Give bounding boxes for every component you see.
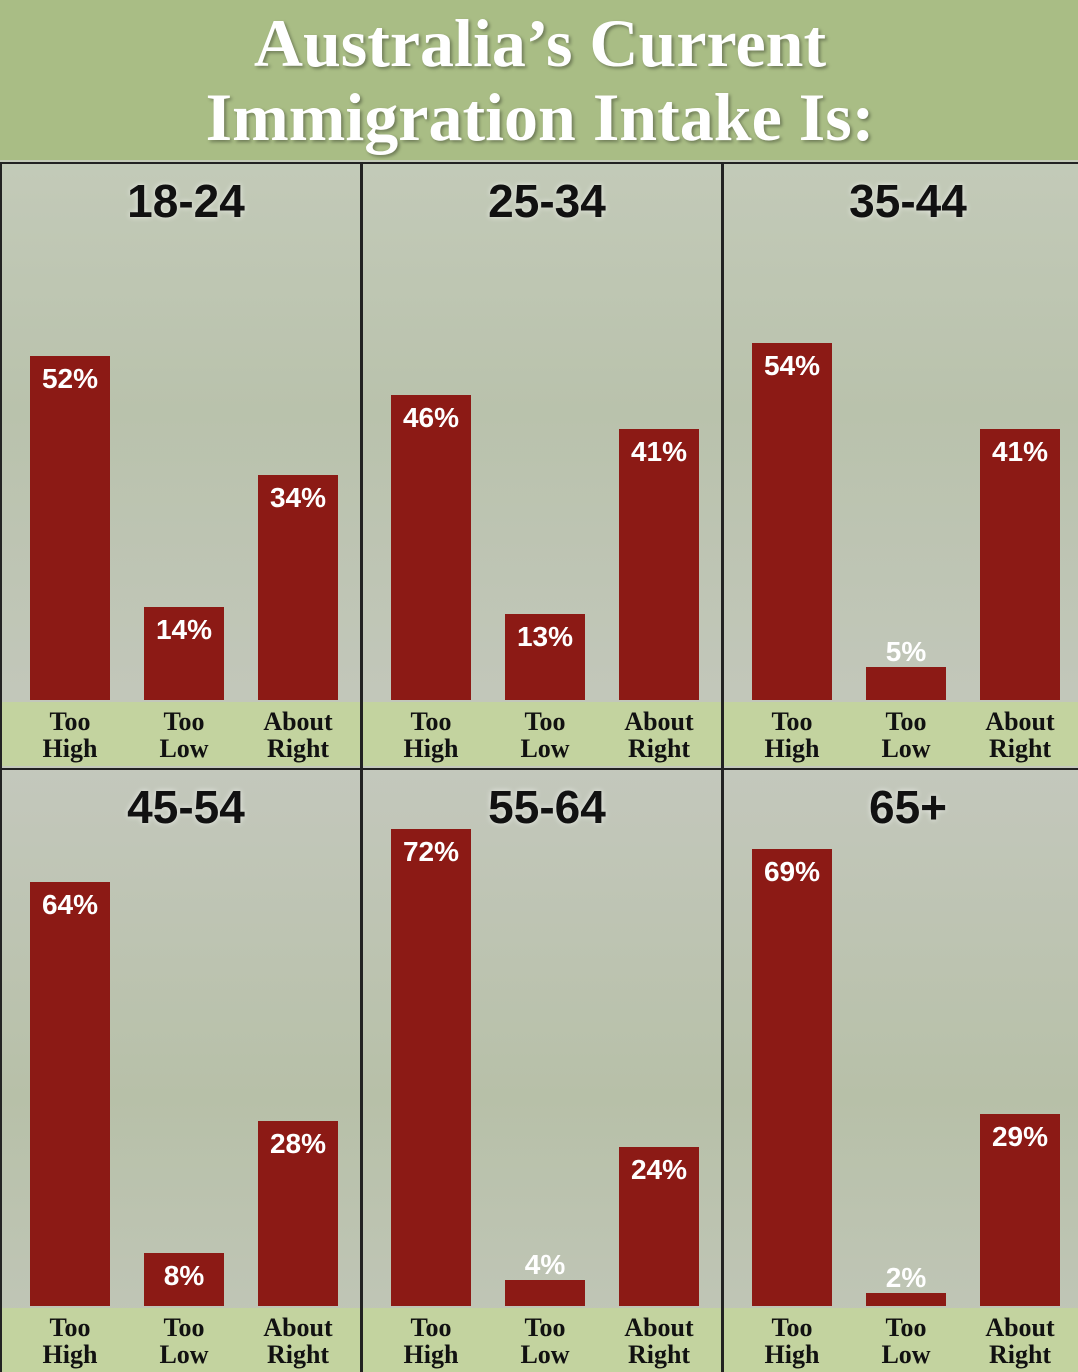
value-label: 28%	[269, 1127, 327, 1159]
category-label: Too Low	[159, 707, 209, 763]
value-label: 14%	[155, 614, 213, 646]
category-label: About Right	[624, 707, 694, 763]
panel-title: 18-24	[127, 175, 245, 227]
value-label: 54%	[763, 349, 821, 381]
value-label: 41%	[991, 435, 1049, 467]
category-label: About Right	[263, 707, 333, 763]
value-label: 5%	[885, 635, 927, 667]
bar	[619, 1147, 699, 1306]
category-label: Too Low	[881, 707, 931, 763]
panel-title: 65+	[868, 781, 948, 833]
category-label: Too Low	[520, 1313, 570, 1369]
value-label: 4%	[524, 1248, 566, 1280]
category-label: Too High	[42, 707, 98, 763]
value-label: 34%	[269, 481, 327, 513]
bar	[752, 849, 832, 1306]
value-label: 2%	[885, 1261, 927, 1293]
bar	[866, 666, 946, 700]
bar	[391, 395, 471, 700]
category-label: Too Low	[159, 1313, 209, 1369]
panel-title: 25-34	[488, 175, 606, 227]
bar	[30, 882, 110, 1306]
category-strip	[2, 1308, 360, 1372]
value-label: 41%	[630, 435, 688, 467]
category-label: Too High	[764, 707, 820, 763]
value-label: 29%	[991, 1121, 1049, 1153]
category-label: About Right	[985, 1313, 1055, 1369]
bar	[980, 1114, 1060, 1306]
bar	[505, 1279, 585, 1306]
category-label: Too Low	[881, 1313, 931, 1369]
bar	[980, 428, 1060, 700]
bar	[30, 355, 110, 700]
category-strip	[363, 702, 721, 766]
category-label: About Right	[263, 1313, 333, 1369]
panel	[722, 768, 1078, 1372]
value-label: 72%	[402, 836, 460, 868]
category-label: Too High	[764, 1313, 820, 1369]
category-strip	[363, 1308, 721, 1372]
bar	[505, 613, 585, 700]
value-label: 46%	[402, 402, 460, 434]
bar	[144, 1253, 224, 1306]
header-band	[0, 0, 1078, 160]
bar	[866, 1292, 946, 1306]
category-label: Too High	[42, 1313, 98, 1369]
category-label: About Right	[624, 1313, 694, 1369]
category-label: Too High	[403, 1313, 459, 1369]
value-label: 69%	[763, 856, 821, 888]
category-strip	[2, 702, 360, 766]
bar	[619, 428, 699, 700]
bar	[144, 607, 224, 700]
title: Australia’s Current Immigration Intake I…	[205, 5, 875, 155]
bar	[258, 474, 338, 700]
panel-title: 35-44	[849, 175, 967, 227]
panel-title: 45-54	[127, 781, 245, 833]
bar	[752, 342, 832, 700]
bar	[391, 829, 471, 1306]
bar	[258, 1120, 338, 1306]
value-label: 8%	[163, 1260, 205, 1292]
value-label: 52%	[41, 362, 99, 394]
value-label: 64%	[41, 889, 99, 921]
value-label: 24%	[630, 1154, 688, 1186]
category-label: Too High	[403, 707, 459, 763]
category-strip	[724, 702, 1078, 766]
category-label: About Right	[985, 707, 1055, 763]
panel-title: 55-64	[488, 781, 606, 833]
value-label: 13%	[516, 620, 574, 652]
category-label: Too Low	[520, 707, 570, 763]
category-strip	[724, 1308, 1078, 1372]
